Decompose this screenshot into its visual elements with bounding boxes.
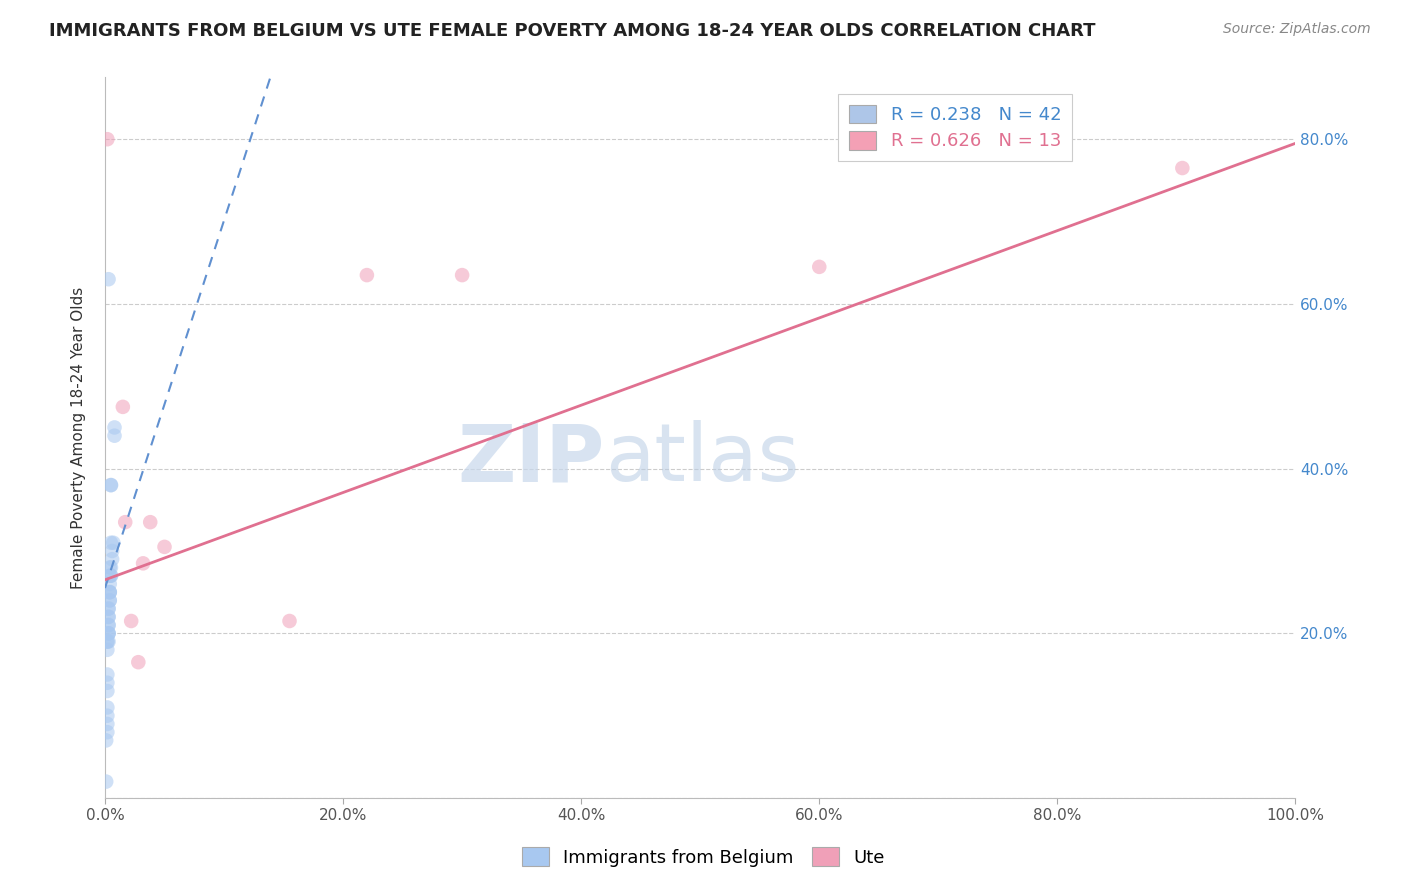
Point bbox=[101, 552, 124, 566]
Point bbox=[356, 268, 378, 282]
Point bbox=[100, 568, 122, 582]
Point bbox=[120, 614, 142, 628]
Point bbox=[96, 675, 118, 690]
Point bbox=[451, 268, 474, 282]
Point bbox=[96, 700, 118, 714]
Point bbox=[96, 667, 118, 681]
Text: ZIP: ZIP bbox=[458, 420, 605, 499]
Point bbox=[96, 634, 118, 648]
Legend: R = 0.238   N = 42, R = 0.626   N = 13: R = 0.238 N = 42, R = 0.626 N = 13 bbox=[838, 94, 1073, 161]
Point bbox=[97, 610, 120, 624]
Point bbox=[97, 626, 120, 640]
Point bbox=[97, 618, 120, 632]
Point bbox=[132, 557, 155, 571]
Point bbox=[98, 585, 121, 599]
Point bbox=[127, 655, 149, 669]
Point bbox=[98, 568, 121, 582]
Point bbox=[100, 478, 122, 492]
Point bbox=[98, 585, 121, 599]
Legend: Immigrants from Belgium, Ute: Immigrants from Belgium, Ute bbox=[515, 840, 891, 874]
Point bbox=[103, 420, 125, 434]
Point bbox=[100, 478, 122, 492]
Point bbox=[100, 560, 122, 574]
Point bbox=[98, 585, 121, 599]
Point bbox=[139, 515, 162, 529]
Text: Source: ZipAtlas.com: Source: ZipAtlas.com bbox=[1223, 22, 1371, 37]
Point bbox=[96, 684, 118, 698]
Text: IMMIGRANTS FROM BELGIUM VS UTE FEMALE POVERTY AMONG 18-24 YEAR OLDS CORRELATION : IMMIGRANTS FROM BELGIUM VS UTE FEMALE PO… bbox=[49, 22, 1095, 40]
Point bbox=[153, 540, 176, 554]
Point bbox=[96, 733, 118, 747]
Y-axis label: Female Poverty Among 18-24 Year Olds: Female Poverty Among 18-24 Year Olds bbox=[72, 286, 86, 589]
Point bbox=[97, 634, 120, 648]
Point bbox=[97, 601, 120, 615]
Point bbox=[98, 593, 121, 607]
Text: atlas: atlas bbox=[605, 420, 800, 499]
Point bbox=[98, 560, 121, 574]
Point bbox=[96, 774, 118, 789]
Point bbox=[96, 725, 118, 739]
Point bbox=[808, 260, 831, 274]
Point bbox=[96, 708, 118, 723]
Point bbox=[98, 577, 121, 591]
Point bbox=[97, 626, 120, 640]
Point bbox=[97, 272, 120, 286]
Point bbox=[96, 634, 118, 648]
Point bbox=[97, 618, 120, 632]
Point bbox=[96, 642, 118, 657]
Point bbox=[111, 400, 134, 414]
Point bbox=[1171, 161, 1194, 175]
Point bbox=[96, 717, 118, 731]
Point bbox=[103, 535, 125, 549]
Point bbox=[96, 132, 118, 146]
Point bbox=[114, 515, 136, 529]
Point bbox=[97, 601, 120, 615]
Point bbox=[100, 535, 122, 549]
Point bbox=[100, 568, 122, 582]
Point bbox=[103, 428, 125, 442]
Point bbox=[97, 610, 120, 624]
Point bbox=[101, 544, 124, 558]
Point bbox=[97, 626, 120, 640]
Point bbox=[98, 593, 121, 607]
Point bbox=[278, 614, 301, 628]
